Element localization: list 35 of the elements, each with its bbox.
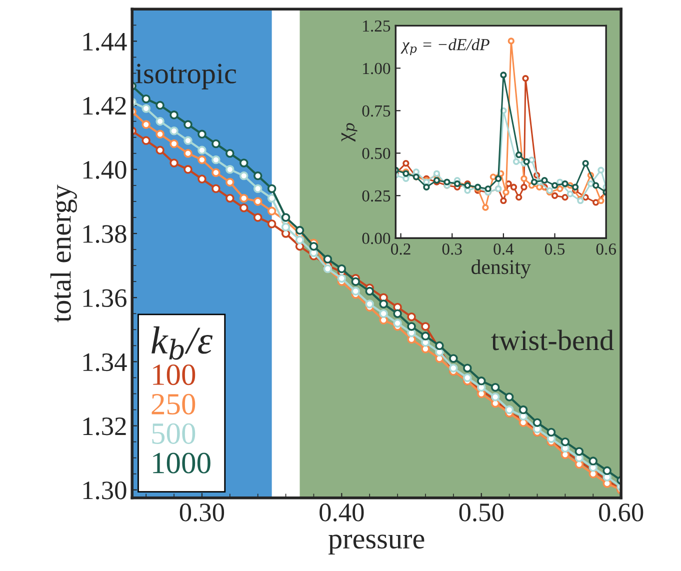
x-tick-label: 0.3 xyxy=(442,243,462,255)
text: 500 xyxy=(152,423,196,444)
y-tick-label: 1.38 xyxy=(83,225,126,244)
y-tick-label: 1.32 xyxy=(83,417,126,436)
x-tick-label: 0.2 xyxy=(391,243,410,255)
x-tick-label: 0.4 xyxy=(494,243,514,255)
y-tick-label: 1.30 xyxy=(83,482,126,500)
x-tick-label: 0.30 xyxy=(180,504,224,522)
band-label: isotropic xyxy=(136,64,236,90)
y-tick-label: 1.36 xyxy=(83,289,126,308)
x-tick-label: 0.40 xyxy=(320,504,364,522)
x-tick-label: 0.50 xyxy=(459,504,504,522)
annotation: χ$_{p}$ = −dE/dP xyxy=(400,38,490,56)
y-tick-label: 1.34 xyxy=(83,353,127,372)
legend-title: k$_{b}$/ε xyxy=(152,326,213,360)
x-tick-label: 0.6 xyxy=(596,243,616,255)
text: 1000 xyxy=(153,452,210,474)
y-tick-label: 1.00 xyxy=(363,62,390,74)
y-axis-title: χ$_{p}$ xyxy=(341,123,358,142)
y-tick-label: 1.25 xyxy=(363,20,390,32)
y-tick-label: 0.25 xyxy=(362,190,390,202)
y-tick-label: 0.00 xyxy=(362,232,390,244)
y-tick-label: 1.42 xyxy=(83,96,126,115)
y-tick-label: 0.75 xyxy=(362,105,390,117)
x-tick-label: 0.5 xyxy=(544,243,565,255)
x-tick-label: 0.60 xyxy=(598,504,644,522)
text: 100 xyxy=(153,364,196,386)
y-tick-label: 1.40 xyxy=(83,161,126,179)
y-axis-title: total energy xyxy=(50,184,77,322)
band-label: twist-bend xyxy=(491,330,614,350)
y-tick-label: 0.50 xyxy=(362,148,390,160)
text: 250 xyxy=(152,394,196,415)
x-axis-title: pressure xyxy=(328,534,424,555)
y-tick-label: 1.44 xyxy=(83,32,127,51)
x-axis-title: density xyxy=(472,259,531,278)
